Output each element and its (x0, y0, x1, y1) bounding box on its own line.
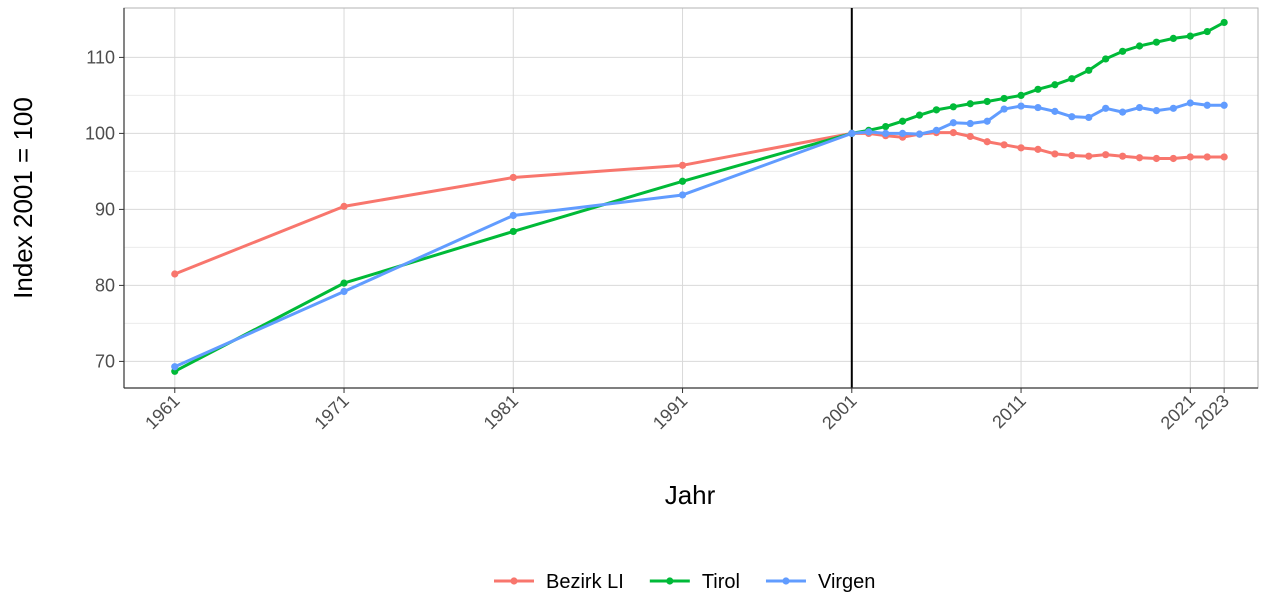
data-point (1051, 81, 1059, 89)
data-point (1220, 101, 1228, 109)
data-point (1152, 107, 1161, 115)
series-layer (171, 18, 1228, 375)
data-point (848, 129, 856, 137)
data-point (1169, 34, 1177, 43)
data-point (1102, 151, 1110, 159)
data-point (966, 100, 974, 108)
data-point (509, 173, 517, 182)
data-point (1034, 103, 1042, 112)
data-point (1085, 66, 1093, 74)
data-point (966, 119, 974, 128)
y-tick-label: 80 (95, 275, 115, 295)
data-point (898, 129, 907, 137)
data-point (1220, 153, 1228, 161)
legend-label: Virgen (818, 571, 875, 593)
data-point (1102, 104, 1110, 112)
data-point (1152, 38, 1161, 46)
y-axis-title: Index 2001 = 100 (8, 97, 38, 299)
data-point (932, 106, 941, 114)
data-point (1169, 154, 1177, 163)
data-point (882, 122, 890, 131)
data-point (678, 161, 687, 169)
legend-item: Virgen (765, 571, 875, 593)
data-point (1118, 152, 1127, 160)
data-point (1169, 104, 1177, 112)
legend-key-point (782, 577, 790, 585)
y-tick-label: 110 (86, 47, 115, 67)
data-point (1017, 91, 1025, 99)
legend-key-point (666, 577, 674, 585)
data-point (898, 117, 907, 125)
legend: Bezirk LI Tirol Virgen (494, 571, 875, 593)
data-point (1034, 145, 1042, 153)
data-point (1051, 150, 1059, 158)
data-point (1000, 141, 1008, 149)
data-point (1135, 42, 1144, 50)
data-point (1118, 47, 1127, 55)
data-point (1017, 102, 1025, 110)
data-point (966, 132, 974, 141)
data-point (1135, 103, 1144, 112)
data-point (983, 97, 991, 106)
data-point (340, 202, 348, 210)
data-point (171, 363, 179, 371)
data-point (1186, 153, 1194, 161)
data-point (1220, 18, 1228, 27)
series-group (171, 99, 1228, 371)
data-point (949, 119, 957, 127)
data-point (1034, 85, 1042, 93)
data-point (1118, 108, 1127, 116)
legend-label: Tirol (702, 571, 740, 593)
data-point (1085, 113, 1093, 122)
data-point (1085, 152, 1093, 160)
data-point (1000, 105, 1008, 113)
data-point (915, 111, 924, 119)
data-point (865, 128, 873, 136)
data-point (1203, 101, 1211, 109)
data-point (1152, 154, 1161, 163)
data-point (949, 129, 957, 137)
data-point (1203, 153, 1211, 161)
data-point (932, 126, 941, 134)
data-point (340, 279, 348, 287)
data-point (882, 129, 890, 137)
data-point (915, 130, 924, 138)
data-point (1000, 94, 1008, 103)
data-point (1135, 154, 1144, 162)
y-tick-label: 90 (95, 199, 115, 219)
data-point (1186, 32, 1194, 40)
data-point (1186, 99, 1194, 107)
data-point (1102, 55, 1110, 63)
legend-item: Bezirk LI (494, 571, 624, 593)
y-tick-label: 100 (85, 123, 115, 143)
data-point (983, 138, 991, 146)
legend-label: Bezirk LI (546, 571, 624, 593)
data-point (1017, 144, 1025, 152)
data-point (983, 117, 991, 125)
y-tick-label: 70 (95, 351, 115, 371)
x-axis-title: Jahr (665, 480, 716, 510)
data-point (509, 227, 517, 236)
data-point (171, 270, 179, 278)
data-point (1068, 151, 1076, 160)
legend-item: Tirol (649, 571, 740, 593)
data-point (949, 103, 957, 111)
legend-key-point (510, 577, 518, 585)
data-point (1051, 107, 1059, 115)
data-point (1203, 27, 1211, 36)
data-point (678, 191, 687, 199)
data-point (1068, 75, 1076, 83)
data-point (1068, 113, 1076, 121)
data-point (678, 177, 687, 185)
data-point (340, 287, 348, 296)
data-point (509, 211, 517, 220)
